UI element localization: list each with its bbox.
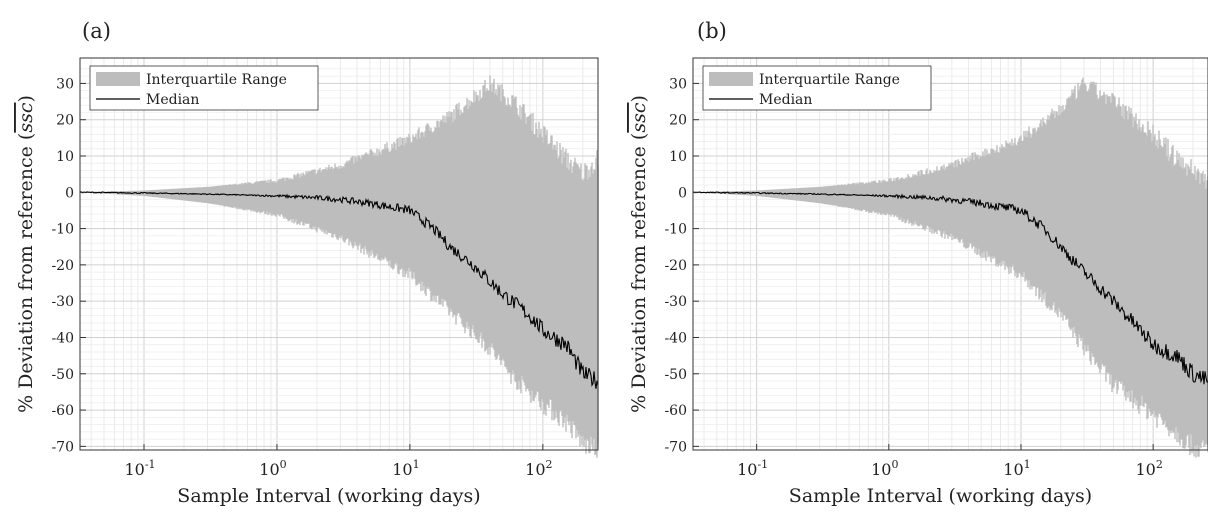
axes-box — [692, 57, 1208, 451]
y-tick-label: -40 — [664, 330, 687, 346]
y-tick-label: -10 — [664, 222, 687, 238]
x-tick-label: 102 — [1135, 458, 1162, 479]
legend-label-iqr: Interquartile Range — [146, 72, 287, 88]
y-tick-label: -70 — [664, 439, 687, 455]
y-tick-label: -20 — [51, 258, 74, 274]
x-axis-label: Sample Interval (working days) — [177, 485, 480, 507]
y-ticks: -70 -60 -50 -40 -30 -20 -10 0 10 20 30 — [664, 76, 699, 455]
y-tick-label: -40 — [51, 330, 74, 346]
median-line — [79, 191, 599, 389]
y-tick-label: 10 — [56, 149, 74, 165]
x-ticks: 10-1 100 101 102 — [124, 444, 553, 479]
y-tick-label: -60 — [51, 403, 74, 419]
legend: Interquartile Range Median — [89, 65, 319, 111]
x-axis-label: Sample Interval (working days) — [789, 485, 1092, 507]
panel-label: (b) — [697, 19, 727, 43]
y-tick-label: -20 — [664, 258, 687, 274]
y-tick-label: 10 — [669, 149, 687, 165]
y-tick-label: -10 — [51, 222, 74, 238]
legend-swatch-iqr — [709, 72, 753, 86]
y-tick-label: -50 — [51, 367, 74, 383]
y-tick-label: 20 — [669, 113, 687, 129]
x-tick-label: 10-1 — [737, 458, 768, 479]
y-ticks: -70 -60 -50 -40 -30 -20 -10 0 10 20 30 — [51, 76, 86, 455]
y-axis-label: % Deviation from reference (ssc) — [628, 95, 650, 413]
x-tick-label: 101 — [392, 458, 419, 479]
legend-label-median: Median — [759, 92, 812, 108]
y-tick-label: -60 — [664, 403, 687, 419]
legend-swatch-iqr — [96, 72, 140, 86]
y-tick-label: 30 — [669, 76, 687, 92]
y-tick-label: -50 — [664, 367, 687, 383]
panel-label: (a) — [82, 19, 111, 43]
y-tick-label: 30 — [56, 76, 74, 92]
y-tick-label: -30 — [51, 294, 74, 310]
y-tick-label: -70 — [51, 439, 74, 455]
y-axis-label: % Deviation from reference (ssc) — [15, 95, 37, 413]
legend: Interquartile Range Median — [702, 65, 932, 111]
x-tick-label: 101 — [1003, 458, 1030, 479]
x-ticks: 10-1 100 101 102 — [737, 444, 1163, 479]
y-tick-label: 20 — [56, 113, 74, 129]
legend-label-iqr: Interquartile Range — [759, 72, 900, 88]
x-tick-label: 102 — [525, 458, 552, 479]
median-line — [692, 191, 1208, 385]
axes-box — [79, 57, 599, 451]
x-tick-label: 100 — [871, 458, 898, 479]
x-tick-label: 10-1 — [124, 458, 155, 479]
y-tick-label: -30 — [664, 294, 687, 310]
y-tick-label: 0 — [65, 185, 74, 201]
x-tick-label: 100 — [259, 458, 286, 479]
legend-label-median: Median — [146, 92, 199, 108]
y-tick-label: 0 — [678, 185, 687, 201]
